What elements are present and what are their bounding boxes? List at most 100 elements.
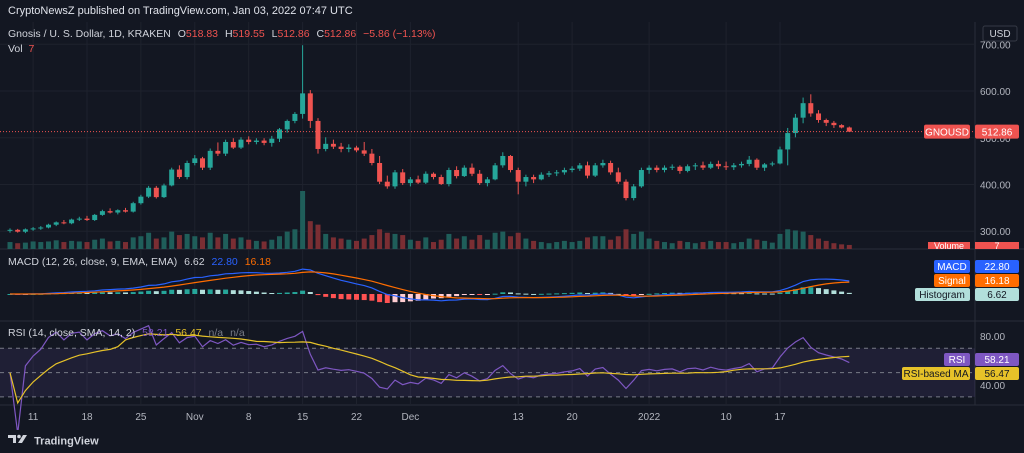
price-tick-label: 600.00 [980, 87, 1011, 98]
signal-value-badge [975, 274, 1019, 287]
candle-body [715, 163, 721, 167]
candle-body [84, 218, 90, 221]
macd-hist-bar [377, 294, 383, 303]
time-tick-label: 17 [774, 412, 786, 423]
volume-bar [230, 238, 236, 249]
volume-bar [500, 231, 506, 249]
volume-bar [207, 232, 213, 249]
volume-bar [569, 242, 575, 249]
volume-bar [215, 237, 221, 249]
macd-label-badge [934, 260, 970, 273]
macd-hist-bar [739, 293, 744, 295]
candle-body [508, 155, 513, 171]
macd-legend[interactable]: MACD (12, 26, close, 9, EMA, EMA) 6.62 2… [8, 256, 271, 268]
volume-bar [76, 241, 82, 249]
macd-legend-name: MACD (12, 26, close, 9, EMA, EMA) [8, 256, 177, 268]
volume-bar [592, 236, 598, 249]
volume-bar [7, 242, 13, 249]
candle-body [708, 163, 714, 168]
macd-hist-bar [492, 293, 498, 295]
macd-hist-bar [423, 294, 429, 300]
volume-bar [515, 232, 521, 249]
candle-body [846, 127, 852, 132]
macd-hist-bar [200, 289, 205, 294]
currency-box[interactable] [982, 25, 1018, 42]
chart-area[interactable]: 700.00 600.00 500.00 400.00 300.00 80.00 40.00… [0, 22, 1024, 434]
volume-bar [246, 239, 252, 249]
macd-hist-bar [184, 289, 190, 294]
candle-body [431, 173, 436, 178]
volume-bar [715, 242, 721, 249]
time-tick-label: 13 [513, 412, 525, 423]
candle-body [99, 211, 105, 215]
candle-body [184, 163, 190, 178]
candle-body [215, 150, 221, 154]
candle-body [600, 163, 606, 166]
volume-bar [361, 238, 367, 249]
macd-hist-bar [346, 294, 352, 300]
open-value: 518.83 [186, 28, 218, 40]
hist-label-badge [915, 288, 970, 301]
volume-legend[interactable]: Vol 7 [8, 43, 35, 55]
candle-body [346, 147, 352, 149]
hist-value-text: 6.62 [987, 290, 1007, 301]
volume-bar [531, 240, 537, 249]
volume-bar [192, 236, 198, 249]
candle-body [130, 203, 136, 212]
macd-hist-bar [792, 289, 798, 294]
time-tick-label: 20 [567, 412, 579, 423]
macd-hist-bar [123, 292, 128, 294]
candle-body [354, 147, 359, 151]
volume-value-text: 7 [994, 241, 999, 251]
candle-body [423, 173, 429, 183]
macd-legend-hist: 6.62 [184, 256, 205, 268]
macd-hist-bar [238, 290, 244, 294]
price-value-badge [975, 124, 1019, 139]
candle-body [831, 122, 837, 126]
rsi-label-badge [944, 353, 970, 366]
macd-hist-bar [461, 294, 467, 296]
price-value-text: 512.86 [982, 128, 1013, 139]
candle-body [38, 227, 44, 229]
volume-bar [600, 236, 606, 249]
rsi-legend-name: RSI (14, close, SMA, 14, 2) [8, 327, 135, 339]
macd-hist-bar [592, 292, 598, 294]
price-chart-svg[interactable]: 700.00 600.00 500.00 400.00 300.00 80.00 40.00… [0, 22, 1024, 434]
time-tick-label: Nov [186, 412, 204, 423]
currency-label: USD [989, 29, 1010, 40]
candle-body [692, 165, 698, 167]
candle-body [7, 229, 13, 231]
volume-bar [261, 241, 267, 249]
candle-body [123, 210, 128, 212]
volume-bar [762, 240, 768, 249]
chart-background [0, 22, 1024, 430]
candle-body [523, 177, 529, 182]
macd-hist-bar [284, 292, 290, 294]
candle-body [169, 169, 175, 186]
candle-body [92, 214, 98, 221]
symbol-legend[interactable]: Gnosis / U. S. Dollar, 1D, KRAKEN O518.8… [8, 28, 436, 40]
rsi-tick-label: 80.00 [980, 332, 1005, 343]
macd-hist-bar [338, 294, 344, 300]
volume-bar [161, 237, 167, 249]
volume-bar [608, 239, 614, 249]
candle-body [61, 222, 67, 224]
candle-body [731, 165, 737, 168]
macd-hist-bar [585, 293, 590, 295]
rsi-legend[interactable]: RSI (14, close, SMA, 14, 2) 58.21 56.47 … [8, 327, 245, 339]
time-tick-label: 18 [81, 412, 93, 423]
macd-hist-bar [523, 293, 529, 295]
macd-hist-bar [669, 292, 675, 294]
rsi-band [0, 347, 975, 398]
macd-hist-bar [823, 289, 829, 294]
footer-brand: TradingView [34, 435, 99, 448]
macd-hist-bar [777, 292, 783, 294]
candle-body [361, 150, 367, 154]
volume-bar [415, 240, 421, 249]
publisher-text: CryptoNewsZ published on TradingView.com… [8, 5, 353, 17]
macd-hist-bar [608, 292, 614, 294]
macd-hist-bar [261, 292, 267, 294]
candle-body [400, 172, 406, 184]
volume-bar [831, 243, 837, 249]
volume-legend-value: 7 [29, 43, 35, 55]
